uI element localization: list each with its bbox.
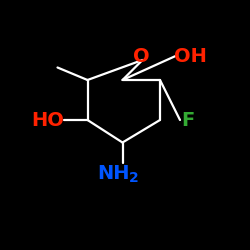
Text: HO: HO: [31, 110, 64, 130]
Text: O: O: [133, 47, 150, 66]
Text: F: F: [181, 110, 194, 130]
Text: 2: 2: [129, 170, 138, 184]
Text: NH: NH: [98, 164, 130, 183]
Text: OH: OH: [174, 47, 206, 66]
